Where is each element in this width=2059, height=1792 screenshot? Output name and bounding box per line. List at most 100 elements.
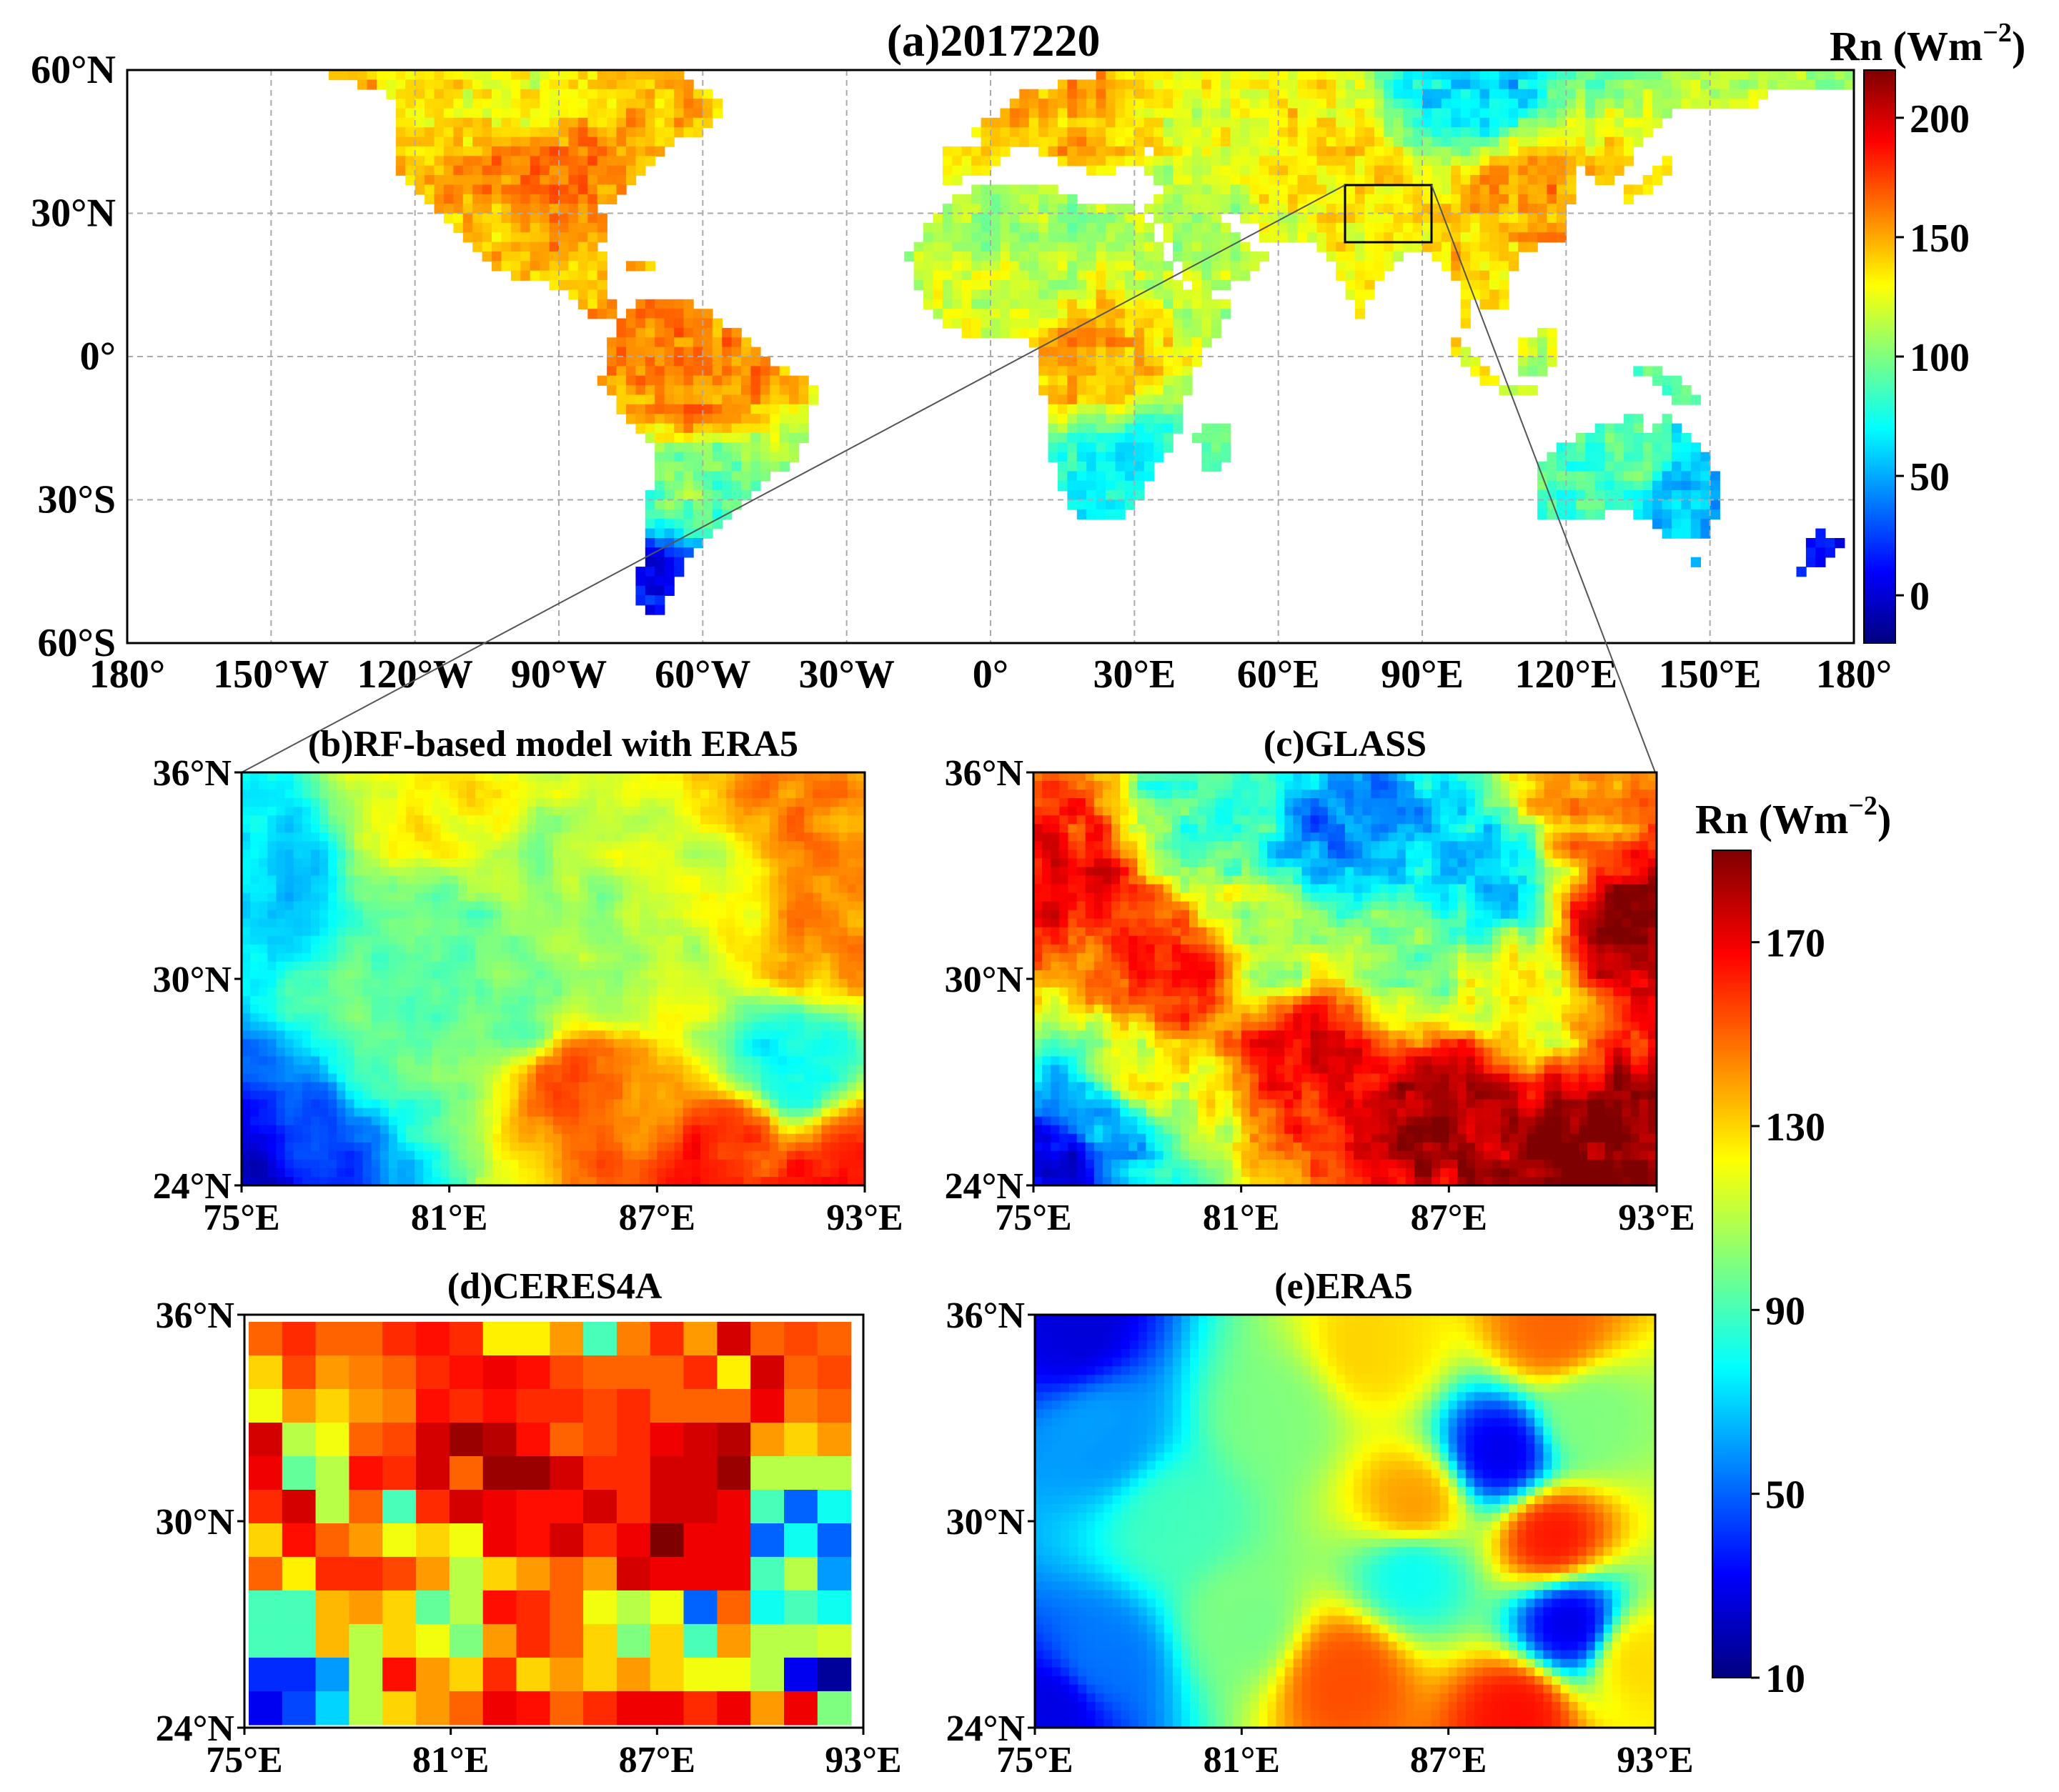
map-cell xyxy=(1058,327,1068,339)
map-cell xyxy=(1009,127,1020,138)
heatmap-cell xyxy=(553,781,562,790)
map-cell xyxy=(1201,270,1212,281)
map-cell xyxy=(952,165,963,176)
map-cell xyxy=(1527,222,1538,234)
map-cell xyxy=(597,252,607,262)
heatmap-cell xyxy=(709,807,718,816)
heatmap-cell xyxy=(613,901,623,911)
map-cell xyxy=(1633,70,1644,81)
heatmap-cell xyxy=(718,935,727,945)
map-cell xyxy=(559,194,570,204)
map-cell xyxy=(1106,127,1116,138)
heatmap-cell xyxy=(276,952,286,962)
map-cell xyxy=(703,337,713,348)
map-cell xyxy=(577,89,588,99)
map-cell xyxy=(1240,156,1251,166)
map-cell xyxy=(1096,404,1106,414)
heatmap-cell xyxy=(631,987,640,997)
heatmap-cell xyxy=(432,961,442,971)
map-cell xyxy=(1815,528,1826,539)
map-cell xyxy=(462,232,473,243)
heatmap-cell xyxy=(397,961,407,971)
map-cell xyxy=(1067,366,1078,377)
map-cell xyxy=(760,357,771,367)
heatmap-cell xyxy=(362,807,372,816)
heatmap-cell xyxy=(328,996,337,1005)
heatmap-cell xyxy=(250,884,259,894)
heatmap-cell xyxy=(302,935,312,945)
heatmap-cell xyxy=(726,781,735,790)
map-cell xyxy=(549,117,560,128)
heatmap-cell xyxy=(804,892,813,902)
map-cell xyxy=(1115,490,1126,501)
x-tick-label: 90°W xyxy=(511,652,607,697)
heatmap-cell xyxy=(587,824,597,833)
map-cell xyxy=(1566,184,1577,195)
heatmap-cell xyxy=(665,927,675,937)
heatmap-cell xyxy=(587,807,597,816)
map-cell xyxy=(1086,156,1097,166)
heatmap-cell xyxy=(735,772,745,782)
map-cell xyxy=(1623,423,1634,434)
map-cell xyxy=(971,252,982,262)
map-cell xyxy=(1403,136,1414,147)
heatmap-cell xyxy=(388,901,398,911)
heatmap-cell xyxy=(804,841,813,850)
map-cell xyxy=(664,567,675,577)
map-cell xyxy=(645,576,655,587)
map-cell xyxy=(1652,499,1663,510)
map-cell xyxy=(789,423,800,434)
heatmap-cell xyxy=(510,841,520,850)
map-cell xyxy=(1076,337,1087,348)
heatmap-cell xyxy=(284,824,294,833)
map-cell xyxy=(1566,70,1577,81)
map-cell xyxy=(1230,252,1241,262)
heatmap-cell xyxy=(760,892,770,902)
map-cell xyxy=(635,595,646,606)
heatmap-cell xyxy=(718,944,727,954)
map-cell xyxy=(510,252,522,262)
heatmap-cell xyxy=(562,961,571,971)
heatmap-cell xyxy=(259,910,268,920)
heatmap-cell xyxy=(691,884,701,894)
map-cell xyxy=(1115,394,1126,405)
map-cell xyxy=(577,108,588,119)
map-cell xyxy=(1441,232,1452,243)
map-cell xyxy=(664,99,675,109)
map-cell xyxy=(674,127,685,138)
map-cell xyxy=(1336,194,1346,204)
map-cell xyxy=(1096,213,1106,224)
map-cell xyxy=(1134,127,1145,138)
map-cell xyxy=(1278,165,1289,176)
map-cell xyxy=(991,318,1001,329)
map-cell xyxy=(1748,99,1759,109)
map-cell xyxy=(501,79,512,90)
map-cell xyxy=(549,213,560,224)
heatmap-cell xyxy=(267,927,277,937)
map-cell xyxy=(472,232,483,243)
map-cell xyxy=(712,471,723,482)
map-cell xyxy=(635,156,646,166)
map-cell xyxy=(1355,117,1366,128)
heatmap-cell xyxy=(691,935,701,945)
map-cell xyxy=(1479,242,1490,252)
heatmap-cell xyxy=(579,910,589,920)
heatmap-cell xyxy=(379,772,390,782)
map-cell xyxy=(1316,232,1327,243)
map-cell xyxy=(328,70,339,81)
heatmap-cell xyxy=(726,892,735,902)
map-cell xyxy=(1096,442,1106,453)
map-cell xyxy=(1048,280,1058,291)
map-cell xyxy=(1058,242,1068,252)
map-cell xyxy=(616,375,627,386)
map-cell xyxy=(933,213,943,224)
map-cell xyxy=(1623,414,1634,424)
heatmap-cell xyxy=(242,884,251,894)
map-cell xyxy=(1451,252,1462,262)
heatmap-cell xyxy=(492,772,502,782)
map-cell xyxy=(1124,462,1136,472)
map-cell xyxy=(1518,337,1529,348)
heatmap-cell xyxy=(605,892,615,902)
heatmap-cell xyxy=(648,832,658,842)
map-cell xyxy=(1642,117,1653,128)
